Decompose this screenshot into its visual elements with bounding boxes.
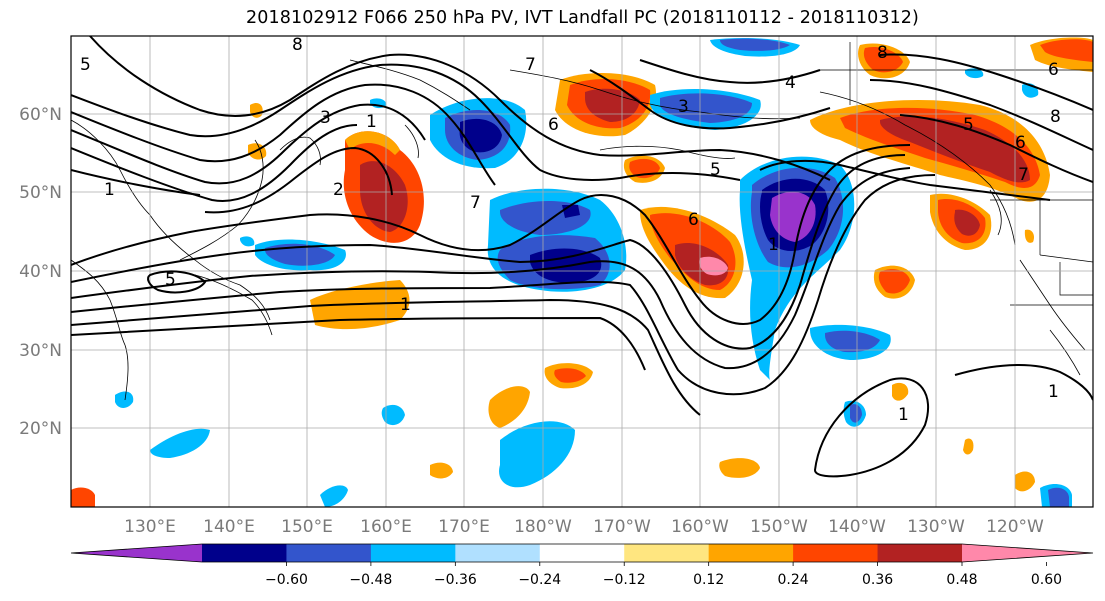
pv-label: 5 bbox=[710, 160, 721, 180]
lat-label: 60°N bbox=[19, 105, 62, 125]
colorbar-tick-label: −0.36 bbox=[434, 572, 477, 588]
pv-label: 8 bbox=[1050, 107, 1061, 127]
latitude-labels: 60°N 50°N 40°N 30°N 20°N bbox=[19, 105, 62, 439]
colorbar-swatch bbox=[539, 544, 625, 562]
pv-label: 1 bbox=[768, 235, 779, 255]
pv-label: 6 bbox=[1048, 60, 1059, 80]
colorbar-tick-label: 0.60 bbox=[1031, 572, 1062, 588]
pv-label: 6 bbox=[688, 210, 699, 230]
pv-label: 5 bbox=[165, 270, 176, 290]
lat-label: 50°N bbox=[19, 183, 62, 203]
lat-label: 20°N bbox=[19, 419, 62, 439]
lon-label: 160°W bbox=[671, 517, 729, 537]
pv-label: 1 bbox=[366, 112, 377, 132]
pv-contours bbox=[71, 36, 1093, 478]
gridlines bbox=[71, 36, 1093, 507]
colorbar-swatch bbox=[793, 544, 879, 562]
pv-label: 5 bbox=[963, 115, 974, 135]
ivt-shading bbox=[71, 37, 1093, 507]
colorbar-swatch bbox=[71, 544, 202, 562]
boundaries bbox=[849, 42, 1093, 306]
colorbar-outline bbox=[70, 543, 1094, 563]
pv-label: 7 bbox=[470, 193, 481, 213]
colorbar-tick-label: −0.24 bbox=[518, 572, 561, 588]
pv-label: 8 bbox=[292, 35, 303, 55]
pv-label: 6 bbox=[548, 115, 559, 135]
pv-label: 1 bbox=[1048, 382, 1059, 402]
pv-label: 1 bbox=[400, 295, 411, 315]
map-title: 2018102912 F066 250 hPa PV, IVT Landfall… bbox=[246, 8, 919, 28]
colorbar-swatch bbox=[286, 544, 372, 562]
lon-label: 170°W bbox=[593, 517, 651, 537]
map-plot-area: 8 5 7 3 1 6 3 4 8 6 8 6 7 5 1 2 5 7 6 1 … bbox=[71, 35, 1093, 507]
colorbar-tick-label: 0.24 bbox=[778, 572, 809, 588]
pv-label: 5 bbox=[80, 55, 91, 75]
colorbar-swatch bbox=[202, 544, 287, 562]
lon-label: 150°W bbox=[750, 517, 808, 537]
lon-label: 140°W bbox=[828, 517, 886, 537]
lon-label: 160°E bbox=[360, 517, 412, 537]
colorbar-tick-label: −0.60 bbox=[265, 572, 308, 588]
lon-label: 130°W bbox=[907, 517, 965, 537]
pv-label: 4 bbox=[785, 73, 796, 93]
lon-label: 120°W bbox=[986, 517, 1044, 537]
longitude-labels: 130°E 140°E 150°E 160°E 170°E 180°W 170°… bbox=[124, 517, 1044, 537]
colorbar-swatch bbox=[455, 544, 541, 562]
pv-label: 1 bbox=[898, 405, 909, 425]
pv-label: 6 bbox=[1015, 133, 1026, 153]
lon-label: 180°W bbox=[514, 517, 572, 537]
pv-label: 1 bbox=[104, 180, 115, 200]
colorbar-swatch bbox=[624, 544, 710, 562]
lon-label: 170°E bbox=[438, 517, 490, 537]
colorbar: −0.60 −0.48 −0.36 −0.24 −0.12 0.12 0.24 0.36 0.4… bbox=[70, 543, 1094, 588]
lon-label: 140°E bbox=[203, 517, 255, 537]
pv-contour-labels: 8 5 7 3 1 6 3 4 8 6 8 6 7 5 1 2 5 7 6 1 … bbox=[80, 35, 1061, 425]
lat-label: 40°N bbox=[19, 262, 62, 282]
pv-label: 3 bbox=[320, 108, 331, 128]
lon-label: 150°E bbox=[281, 517, 333, 537]
colorbar-swatch bbox=[370, 544, 456, 562]
colorbar-tick-label: 0.36 bbox=[862, 572, 893, 588]
pv-label: 7 bbox=[525, 55, 536, 75]
colorbar-tick-label: 0.48 bbox=[946, 572, 977, 588]
lon-label: 130°E bbox=[124, 517, 176, 537]
colorbar-tick-label: 0.12 bbox=[693, 572, 724, 588]
colorbar-tick-label: −0.48 bbox=[349, 572, 392, 588]
map-frame bbox=[70, 35, 1094, 508]
lat-label: 30°N bbox=[19, 341, 62, 361]
pv-label: 2 bbox=[333, 180, 344, 200]
pv-label: 8 bbox=[877, 43, 888, 63]
colorbar-swatch bbox=[708, 544, 794, 562]
colorbar-swatch bbox=[962, 544, 1093, 562]
colorbar-swatch bbox=[877, 544, 963, 562]
pv-label: 3 bbox=[678, 97, 689, 117]
pv-label: 7 bbox=[1018, 165, 1029, 185]
colorbar-tick-label: −0.12 bbox=[603, 572, 646, 588]
